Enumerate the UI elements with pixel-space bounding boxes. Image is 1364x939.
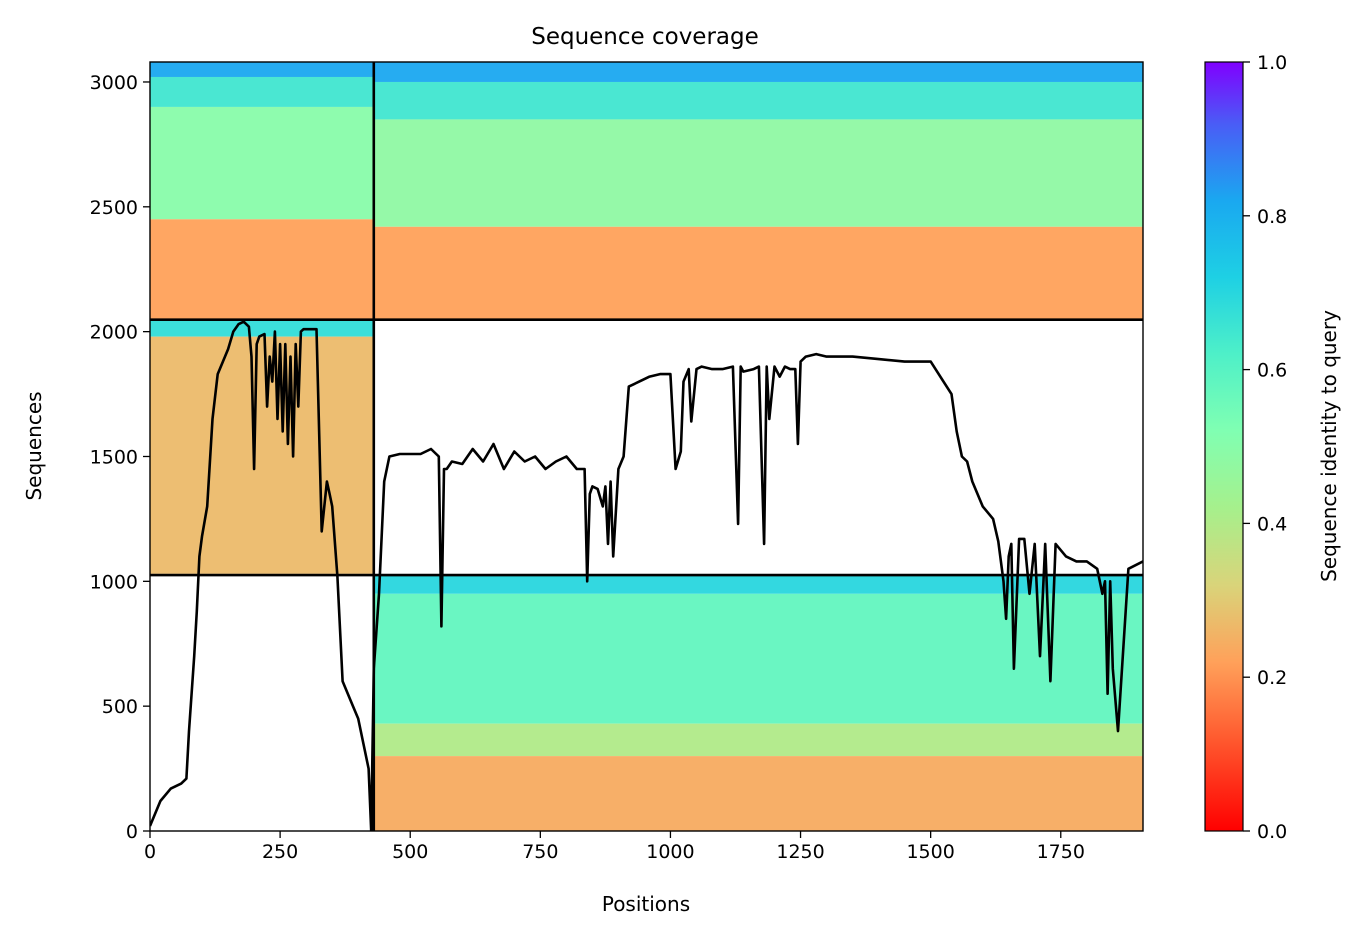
y-tick-label-1000: 1000 <box>90 571 138 593</box>
x-tick-label-0: 0 <box>144 841 156 863</box>
plot-frame <box>149 61 1144 832</box>
identity-band-2 <box>150 106 374 220</box>
colorbar-tick-label-0.8: 0.8 <box>1257 206 1287 228</box>
y-tick-label-500: 500 <box>102 696 138 718</box>
x-tick-label-1000: 1000 <box>646 841 694 863</box>
colorbar-tick-label-0.2: 0.2 <box>1257 667 1287 689</box>
identity-band-9 <box>150 336 374 574</box>
x-axis-label: Positions <box>602 892 690 916</box>
x-tick-label-1500: 1500 <box>906 841 954 863</box>
coverage-heatmap <box>150 62 1143 831</box>
identity-band-13 <box>373 756 1143 831</box>
y-tick-label-3000: 3000 <box>90 72 138 94</box>
identity-band-5 <box>373 81 1143 120</box>
identity-band-0 <box>150 62 374 77</box>
y-axis-ticks: 0 500 1000 1500 2000 2500 3000 <box>90 72 150 843</box>
chart-title: Sequence coverage <box>531 24 759 50</box>
y-tick-label-2000: 2000 <box>90 322 138 344</box>
identity-band-11 <box>373 593 1143 724</box>
coverage-line-layer <box>150 320 1143 831</box>
identity-band-3 <box>150 219 374 320</box>
x-tick-label-250: 250 <box>262 841 298 863</box>
colorbar-label: Sequence identity to query <box>1317 310 1341 582</box>
y-axis-label: Sequences <box>22 391 46 500</box>
coverage-line <box>150 320 1143 831</box>
x-tick-label-500: 500 <box>392 841 428 863</box>
y-tick-label-1500: 1500 <box>90 446 138 468</box>
colorbar-tick-label-0.4: 0.4 <box>1257 513 1287 535</box>
y-tick-label-0: 0 <box>126 821 138 843</box>
colorbar <box>1204 61 1244 832</box>
x-axis-ticks: 0 250 500 750 1000 1250 1500 1750 <box>144 831 1085 863</box>
colorbar-ticks: 0.0 0.2 0.4 0.6 0.8 1.0 <box>1243 52 1287 843</box>
colorbar-tick-label-0.6: 0.6 <box>1257 360 1287 382</box>
x-tick-label-1750: 1750 <box>1037 841 1085 863</box>
identity-band-10 <box>373 575 1143 594</box>
identity-band-6 <box>373 119 1143 227</box>
x-tick-label-1250: 1250 <box>776 841 824 863</box>
x-tick-label-750: 750 <box>522 841 558 863</box>
identity-band-12 <box>373 723 1143 757</box>
identity-band-4 <box>373 62 1143 82</box>
colorbar-tick-label-0.0: 0.0 <box>1257 821 1287 843</box>
colorbar-tick-label-1.0: 1.0 <box>1257 52 1287 74</box>
identity-band-1 <box>150 76 374 107</box>
y-tick-label-2500: 2500 <box>90 197 138 219</box>
identity-band-7 <box>373 226 1143 320</box>
